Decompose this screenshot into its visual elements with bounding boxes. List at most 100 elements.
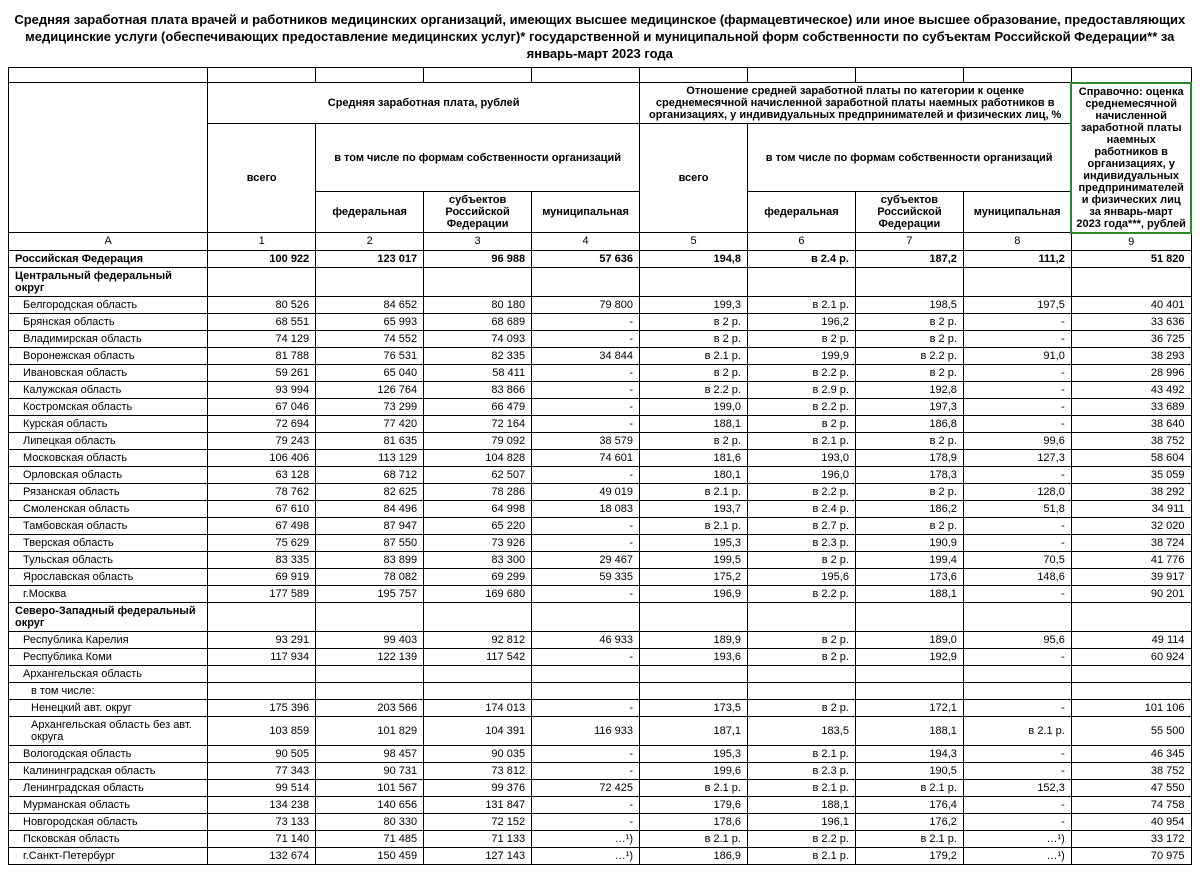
cell-value: 51 820 [1071,250,1191,267]
cell-value: 38 752 [1071,432,1191,449]
cell-value: 196,2 [747,313,855,330]
cell-value: 169 680 [424,585,532,602]
cell-value [855,602,963,631]
region-name: Новгородская область [9,813,208,830]
cell-value [747,602,855,631]
region-name: Ивановская область [9,364,208,381]
table-row: Смоленская область67 61084 49664 99818 0… [9,500,1192,517]
cell-value: 172,1 [855,699,963,716]
cell-value: 190,9 [855,534,963,551]
table-row: Республика Карелия93 29199 40392 81246 9… [9,631,1192,648]
hdr-ratio-group: Отношение средней заработной платы по ка… [640,83,1072,124]
table-row: в том числе: [9,682,1192,699]
region-name: Республика Карелия [9,631,208,648]
cell-value [316,665,424,682]
cell-value: 198,5 [855,296,963,313]
table-row: Ивановская область59 26165 04058 411-в 2… [9,364,1192,381]
cell-value: …¹) [963,847,1071,864]
cell-value: 59 335 [532,568,640,585]
cell-value: 78 762 [208,483,316,500]
cell-value: 132 674 [208,847,316,864]
table-row: Липецкая область79 24381 63579 09238 579… [9,432,1192,449]
cell-value: 80 526 [208,296,316,313]
cell-value: 197,5 [963,296,1071,313]
cell-value: 150 459 [316,847,424,864]
region-name: Псковская область [9,830,208,847]
region-name: Республика Коми [9,648,208,665]
region-name: Центральный федеральный округ [9,267,208,296]
cell-value: 64 998 [424,500,532,517]
cell-value: - [963,762,1071,779]
cell-value: в 2 р. [855,313,963,330]
cell-value: в 2.3 р. [747,534,855,551]
cell-value: 189,9 [640,631,748,648]
region-name: Тульская область [9,551,208,568]
cell-value [1071,267,1191,296]
cell-value [316,602,424,631]
cell-value [424,267,532,296]
cell-value: 74 129 [208,330,316,347]
cell-value: 74 552 [316,330,424,347]
header-row-1: Средняя заработная плата, рублей Отношен… [9,83,1192,124]
cell-value: в 2.2 р. [747,364,855,381]
cell-value: в 2 р. [747,330,855,347]
cell-value: 140 656 [316,796,424,813]
cell-value: в 2.1 р. [640,830,748,847]
cell-value: - [532,330,640,347]
hdr-federal-1: федеральная [316,192,424,233]
cell-value: 71 485 [316,830,424,847]
cell-value: 73 812 [424,762,532,779]
cell-value: в 2.4 р. [747,500,855,517]
cell-value: 74 601 [532,449,640,466]
cell-value: 92 812 [424,631,532,648]
table-row: Рязанская область78 76282 62578 28649 01… [9,483,1192,500]
cell-value: 73 133 [208,813,316,830]
cell-value: в 2.7 р. [747,517,855,534]
cell-value: в 2 р. [855,432,963,449]
cell-value: 83 866 [424,381,532,398]
cell-value: 188,1 [747,796,855,813]
region-name: Калужская область [9,381,208,398]
cell-value [963,602,1071,631]
cell-value: 82 335 [424,347,532,364]
cell-value: 51,8 [963,500,1071,517]
cell-value: 79 243 [208,432,316,449]
region-name: Белгородская область [9,296,208,313]
cell-value: 66 479 [424,398,532,415]
cell-value: 40 401 [1071,296,1191,313]
cell-value: 93 994 [208,381,316,398]
cell-value: в 2.2 р. [855,347,963,364]
cell-value: 101 567 [316,779,424,796]
cell-value [963,682,1071,699]
cell-value [855,665,963,682]
cell-value: 90 505 [208,745,316,762]
cell-value: 186,8 [855,415,963,432]
table-row: Псковская область71 14071 48571 133…¹)в … [9,830,1192,847]
cell-value: 38 752 [1071,762,1191,779]
cell-value: - [532,648,640,665]
page-title: Средняя заработная плата врачей и работн… [9,8,1192,67]
salary-table: Средняя заработная плата врачей и работн… [8,8,1192,865]
cell-value: 74 758 [1071,796,1191,813]
region-name: Костромская область [9,398,208,415]
cell-value: 59 261 [208,364,316,381]
cell-value: - [963,648,1071,665]
cell-value: 178,9 [855,449,963,466]
cell-value: 63 128 [208,466,316,483]
cell-value: 176,2 [855,813,963,830]
table-row: Архангельская область без авт. округа103… [9,716,1192,745]
cell-value: 38 724 [1071,534,1191,551]
cell-value: 127 143 [424,847,532,864]
cell-value: 199,5 [640,551,748,568]
cell-value: в 2.9 р. [747,381,855,398]
cell-value: 83 300 [424,551,532,568]
cell-value: - [532,364,640,381]
cell-value: 18 083 [532,500,640,517]
cell-value: - [532,813,640,830]
cell-value: 80 330 [316,813,424,830]
cell-value: - [963,398,1071,415]
hdr-municipal-2: муниципальная [963,192,1071,233]
cell-value: 69 919 [208,568,316,585]
cell-value: 40 954 [1071,813,1191,830]
cell-value: в 2 р. [747,551,855,568]
